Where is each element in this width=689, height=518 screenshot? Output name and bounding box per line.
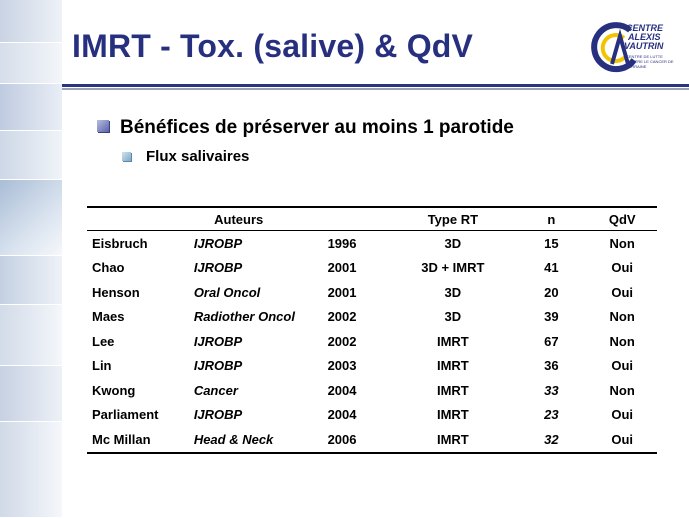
cell-year: 2002 bbox=[327, 309, 357, 325]
sidebar-tile bbox=[0, 256, 62, 305]
cell-type: IMRT bbox=[436, 382, 469, 398]
logo-mark-icon bbox=[591, 22, 637, 73]
cell-n: 33 bbox=[544, 382, 559, 398]
cell-author: Lee bbox=[92, 333, 115, 349]
decorative-sidebar bbox=[0, 0, 62, 518]
table-row: Mc Millan Head & Neck 2006 IMRT 32 Oui bbox=[87, 427, 657, 454]
cell-n: 15 bbox=[544, 235, 559, 251]
cell-qdv: Oui bbox=[611, 407, 634, 423]
bullet-level1: Bénéfices de préserver au moins 1 paroti… bbox=[120, 117, 514, 138]
cell-type: 3D bbox=[444, 235, 462, 251]
header-authors: Auteurs bbox=[87, 206, 391, 231]
bullet-square-icon bbox=[97, 120, 109, 132]
cell-journal: IJROBP bbox=[193, 235, 243, 251]
sidebar-tile bbox=[0, 305, 62, 366]
cell-year: 1996 bbox=[327, 235, 357, 251]
cell-journal: Oral Oncol bbox=[193, 284, 261, 300]
cell-journal: IJROBP bbox=[193, 407, 243, 423]
cell-author: Chao bbox=[92, 260, 125, 276]
logo-subtitle: CENTRE DE LUTTE CONTRE LE CANCER DE LORR… bbox=[626, 54, 674, 69]
cell-type: 3D bbox=[444, 309, 462, 325]
header-type: Type RT bbox=[390, 206, 516, 231]
table-row: Lin IJROBP 2003 IMRT 36 Oui bbox=[87, 354, 657, 379]
cell-n: 39 bbox=[544, 309, 559, 325]
centre-alexis-vautrin-logo: CENTRE ALEXIS VAUTRIN CENTRE DE LUTTE CO… bbox=[590, 20, 682, 76]
cell-type: IMRT bbox=[390, 427, 516, 454]
table-row: Maes Radiother Oncol 2002 3D 39 Non bbox=[87, 305, 657, 330]
cell-author: Maes bbox=[92, 309, 125, 325]
sidebar-tile bbox=[0, 43, 62, 84]
table-row: Parliament IJROBP 2004 IMRT 23 Oui bbox=[87, 403, 657, 428]
sidebar-tile bbox=[0, 422, 62, 518]
cell-year: 2001 bbox=[327, 284, 357, 300]
cell-year: 2003 bbox=[327, 358, 357, 374]
cell-type: IMRT bbox=[436, 358, 469, 374]
table-row: Eisbruch IJROBP 1996 3D 15 Non bbox=[87, 231, 657, 256]
cell-n: 32 bbox=[515, 427, 588, 454]
cell-journal: Head & Neck bbox=[193, 427, 322, 454]
header-n: n bbox=[515, 206, 588, 231]
table-row: Henson Oral Oncol 2001 3D 20 Oui bbox=[87, 280, 657, 305]
slide-title: IMRT - Tox. (salive) & QdV bbox=[72, 28, 474, 64]
cell-author: Mc Millan bbox=[87, 427, 194, 454]
cell-year: 2002 bbox=[327, 333, 357, 349]
cell-type: IMRT bbox=[436, 333, 469, 349]
header-qdv: QdV bbox=[587, 206, 657, 231]
sidebar-tile bbox=[0, 366, 62, 422]
bullet-square-small-icon bbox=[122, 152, 131, 161]
cell-journal: IJROBP bbox=[193, 358, 243, 374]
cell-author: Henson bbox=[92, 284, 140, 300]
sidebar-tile bbox=[0, 131, 62, 180]
cell-type: IMRT bbox=[436, 407, 469, 423]
cell-journal: Cancer bbox=[193, 382, 238, 398]
table-header-row: Auteurs Type RT n QdV bbox=[87, 206, 657, 231]
cell-n: 20 bbox=[544, 284, 559, 300]
cell-n: 67 bbox=[544, 333, 559, 349]
table-row: Lee IJROBP 2002 IMRT 67 Non bbox=[87, 329, 657, 354]
cell-journal: IJROBP bbox=[193, 260, 243, 276]
cell-author: Parliament bbox=[92, 407, 159, 423]
cell-author: Eisbruch bbox=[92, 235, 148, 251]
cell-qdv: Oui bbox=[611, 260, 634, 276]
cell-type: 3D bbox=[444, 284, 462, 300]
cell-type: 3D + IMRT bbox=[421, 260, 485, 276]
cell-year: 2004 bbox=[327, 382, 357, 398]
logo-line-1: CENTRE bbox=[626, 23, 664, 33]
bullet-level2: Flux salivaires bbox=[146, 148, 250, 165]
title-rule-shadow bbox=[62, 88, 689, 90]
logo-line-2: ALEXIS bbox=[628, 32, 661, 42]
cell-qdv: Non bbox=[609, 382, 635, 398]
cell-n: 23 bbox=[544, 407, 559, 423]
cell-author: Kwong bbox=[92, 382, 136, 398]
cell-n: 41 bbox=[544, 260, 559, 276]
cell-journal: IJROBP bbox=[193, 333, 243, 349]
cell-year: 2006 bbox=[321, 427, 391, 454]
logo-line-3: VAUTRIN bbox=[624, 41, 664, 51]
table-row: Kwong Cancer 2004 IMRT 33 Non bbox=[87, 378, 657, 403]
studies-table: Auteurs Type RT n QdV Eisbruch IJROBP 1996… bbox=[87, 206, 657, 454]
cell-author: Lin bbox=[92, 358, 112, 374]
cell-qdv: Oui bbox=[611, 358, 634, 374]
cell-qdv: Non bbox=[609, 333, 635, 349]
cell-qdv: Oui bbox=[587, 427, 657, 454]
logo-wordmark: CENTRE ALEXIS VAUTRIN bbox=[624, 23, 664, 51]
cell-qdv: Non bbox=[609, 309, 635, 325]
table-row: Chao IJROBP 2001 3D + IMRT 41 Oui bbox=[87, 256, 657, 281]
cell-qdv: Non bbox=[609, 235, 635, 251]
cell-qdv: Oui bbox=[611, 284, 634, 300]
sidebar-tile bbox=[0, 0, 62, 43]
cell-n: 36 bbox=[544, 358, 559, 374]
table-body: Eisbruch IJROBP 1996 3D 15 Non Chao IJROBP 2001 3… bbox=[87, 231, 657, 454]
title-rule bbox=[62, 84, 689, 87]
cell-journal: Radiother Oncol bbox=[193, 309, 295, 325]
cell-year: 2001 bbox=[327, 260, 357, 276]
cell-year: 2004 bbox=[327, 407, 357, 423]
sidebar-tile bbox=[0, 84, 62, 131]
sidebar-tile bbox=[0, 180, 62, 256]
